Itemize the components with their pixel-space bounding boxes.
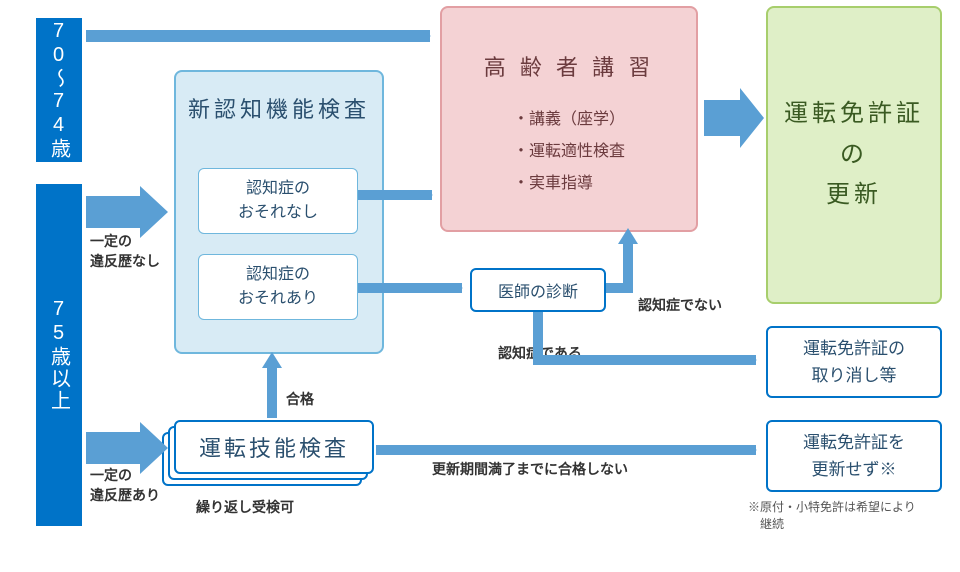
cognitive-title: 新認知機能検査 (188, 92, 370, 124)
big-arrow-no-violation (86, 186, 168, 238)
label-no-violation: 一定の 違反歴なし (90, 232, 160, 271)
outcome-norenew-text: 運転免許証を 更新せず※ (803, 429, 905, 483)
label-has-violation: 一定の 違反歴あり (90, 466, 160, 505)
doctor-diagnosis-node: 医師の診断 (470, 268, 606, 312)
senior-training-item: ・講義（座学） (513, 104, 625, 136)
outcome-cancel-node: 運転免許証の 取り消し等 (766, 326, 942, 398)
outcome-cancel-text: 運転免許証の 取り消し等 (803, 335, 905, 389)
cognitive-test-node: 新認知機能検査 認知症の おそれなし 認知症の おそれあり (174, 70, 384, 354)
senior-training-item: ・実車指導 (513, 168, 625, 200)
senior-training-node: 高 齢 者 講 習 ・講義（座学） ・運転適性検査 ・実車指導 (440, 6, 698, 232)
cognitive-sub-risk: 認知症の おそれあり (198, 254, 358, 320)
age-bar-70-74: 70〜74歳 (36, 18, 82, 162)
label-no-pass-by-expiry: 更新期間満了までに合格しない (432, 460, 628, 480)
big-arrow-renewal (704, 88, 764, 148)
label-is-dementia: 認知症である (498, 344, 582, 364)
age-bar-70-74-text: 70〜74歳 (45, 20, 74, 160)
label-pass: 合格 (286, 390, 314, 410)
age-bar-75plus: 75歳以上 (36, 184, 82, 526)
renewal-node: 運転免許証 の 更新 (766, 6, 942, 304)
doctor-diagnosis-text: 医師の診断 (498, 278, 578, 302)
label-not-dementia: 認知症でない (638, 296, 722, 316)
label-retakable: 繰り返し受検可 (196, 498, 294, 518)
outcome-norenew-node: 運転免許証を 更新せず※ (766, 420, 942, 492)
skill-test-stack: 運転技能検査 (174, 420, 384, 490)
senior-training-item: ・運転適性検査 (513, 136, 625, 168)
skill-test-card-front: 運転技能検査 (174, 420, 374, 474)
cognitive-sub-none: 認知症の おそれなし (198, 168, 358, 234)
renewal-text: 運転免許証 の 更新 (784, 94, 924, 216)
senior-training-list: ・講義（座学） ・運転適性検査 ・実車指導 (513, 104, 625, 200)
footnote: ※原付・小特免許は希望により 継続 (748, 498, 916, 532)
age-bar-75plus-text: 75歳以上 (45, 298, 74, 412)
skill-test-text: 運転技能検査 (199, 431, 349, 463)
senior-training-title: 高 齢 者 講 習 (484, 50, 654, 82)
